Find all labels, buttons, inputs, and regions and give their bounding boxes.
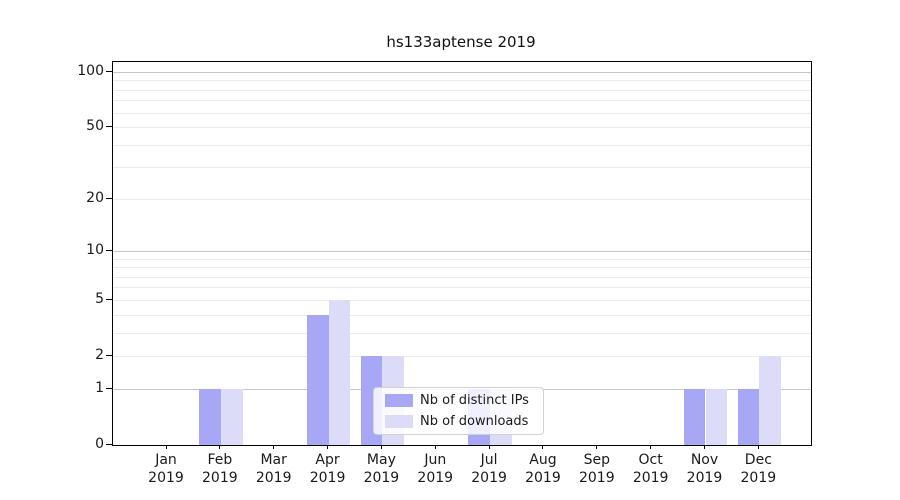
decade-gridline [113, 250, 811, 252]
x-tick-label-year: 2019 [255, 470, 292, 486]
y-tick-label: 20 [86, 190, 104, 207]
x-tick-mark [650, 445, 652, 449]
bar-feb-downloads [220, 389, 243, 445]
minor-gridline [113, 299, 811, 301]
x-tick-label-year: 2019 [471, 470, 507, 486]
minor-gridline [113, 287, 811, 289]
minor-gridline [113, 126, 811, 128]
x-tick-mark [219, 445, 221, 449]
bar-apr-downloads [328, 300, 351, 445]
chart-title: hs133aptense 2019 [386, 33, 536, 51]
minor-gridline [113, 267, 811, 269]
x-tick-mark [273, 445, 275, 449]
x-tick-label-year: 2019 [202, 470, 238, 486]
y-tick-mark [106, 354, 112, 356]
legend-label: Nb of downloads [420, 414, 529, 429]
x-tick-label-month: Aug [529, 452, 557, 468]
y-tick-label: 1 [95, 380, 104, 397]
minor-gridline [113, 276, 811, 278]
minor-gridline [113, 167, 811, 169]
legend-swatch-icon [385, 394, 413, 407]
legend-swatch-icon [385, 415, 413, 428]
x-tick-label-month: Feb [207, 452, 233, 468]
x-tick-label-month: Dec [744, 452, 772, 468]
x-tick-label-month: Jul [480, 452, 498, 468]
legend: Nb of distinct IPs Nb of downloads [373, 387, 544, 435]
bar-nov-downloads [705, 389, 728, 445]
y-tick-mark [106, 125, 112, 127]
minor-gridline [113, 355, 811, 357]
y-tick-label: 50 [86, 118, 104, 135]
x-tick-label-year: 2019 [740, 470, 777, 486]
minor-gridline [113, 332, 811, 334]
x-tick-label-month: May [366, 452, 396, 468]
x-tick-label-year: 2019 [417, 470, 454, 486]
y-tick-label: 10 [86, 242, 104, 259]
y-tick-label: 0 [95, 436, 104, 452]
x-tick-mark [542, 445, 544, 449]
bar-dec-distinct-ips [737, 389, 760, 445]
x-tick-label-year: 2019 [309, 470, 346, 486]
minor-gridline [113, 198, 811, 200]
bar-apr-distinct-ips [306, 315, 329, 445]
x-tick-label-month: Sep [583, 452, 610, 468]
x-tick-mark [327, 445, 329, 449]
x-tick-label-year: 2019 [525, 470, 561, 486]
x-tick-mark [757, 445, 759, 449]
y-tick-label: 2 [95, 347, 104, 364]
y-tick-mark [106, 249, 112, 251]
x-tick-label-year: 2019 [686, 470, 723, 486]
x-tick-mark [434, 445, 436, 449]
minor-gridline [113, 112, 811, 114]
x-tick-label-month: Oct [638, 452, 663, 468]
x-tick-label-year: 2019 [632, 470, 669, 486]
minor-gridline [113, 80, 811, 82]
x-tick-mark [488, 445, 490, 449]
x-tick-label-year: 2019 [363, 470, 400, 486]
y-tick-mark [106, 387, 112, 389]
y-tick-label: 100 [77, 63, 104, 80]
x-tick-label-month: Jun [424, 452, 447, 468]
x-tick-mark [704, 445, 705, 449]
x-tick-label-year: 2019 [148, 470, 184, 486]
bar-dec-downloads [759, 356, 782, 445]
legend-entry: Nb of distinct IPs [385, 393, 543, 408]
legend-label: Nb of distinct IPs [420, 393, 529, 408]
bar-feb-distinct-ips [199, 389, 221, 445]
minor-gridline [113, 144, 811, 146]
y-tick-label: 5 [95, 291, 104, 308]
y-tick-mark [106, 197, 112, 199]
x-tick-label-month: Jan [155, 452, 177, 468]
x-tick-label-month: Nov [690, 452, 719, 468]
x-tick-label-month: Mar [260, 452, 287, 468]
decade-gridline [113, 71, 811, 73]
y-tick-mark [106, 70, 112, 72]
minor-gridline [113, 314, 811, 316]
bar-nov-distinct-ips [683, 389, 706, 445]
y-tick-mark [106, 443, 112, 445]
x-tick-mark [596, 445, 598, 449]
minor-gridline [113, 89, 811, 91]
x-tick-mark [380, 445, 382, 449]
x-tick-mark [165, 445, 167, 449]
minor-gridline [113, 100, 811, 102]
legend-entry: Nb of downloads [385, 414, 543, 429]
x-tick-label-year: 2019 [578, 470, 615, 486]
x-tick-label-month: Apr [315, 452, 340, 468]
y-tick-mark [106, 298, 112, 300]
minor-gridline [113, 258, 811, 260]
